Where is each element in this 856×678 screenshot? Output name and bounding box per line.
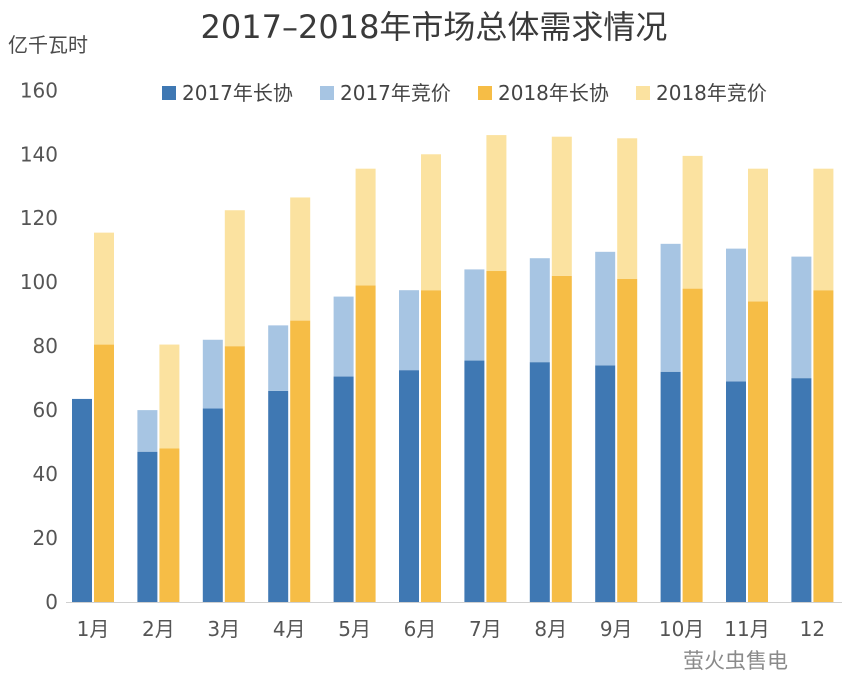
bar-2017年竞价-12 [791,256,812,379]
y-tick-label: 120 [20,206,58,230]
y-tick-label: 140 [20,142,58,166]
x-tick-label: 3月 [207,617,240,641]
bar-2017年竞价-6月 [399,290,419,371]
legend: 2017年长协 2017年竞价 2018年长协 2018年竞价 [162,81,767,105]
bar-2017年长协-1月 [72,398,92,602]
y-tick-label: 40 [33,462,58,486]
bar-2017年长协-9月 [595,365,616,602]
y-axis-ticks: 0 20 40 60 80 100 120 140 160 [20,78,58,614]
bar-2018年长协-6月 [421,290,441,602]
y-tick-label: 160 [20,78,58,102]
bar-2017年长协-8月 [529,362,550,602]
x-axis-ticks: 1月 2月 3月 4月 5月 6月 7月 8月 9月 10月 11月 12 [77,617,825,641]
bar-2018年竞价-4月 [290,197,311,321]
bar-2017年长协-3月 [202,408,223,602]
bar-2018年长协-4月 [290,320,311,602]
bar-2018年竞价-1月 [94,232,114,345]
x-tick-label: 12 [800,617,825,641]
bar-2018年竞价-2月 [159,344,180,449]
bar-2018年竞价-12 [813,168,834,291]
bar-2017年竞价-9月 [595,251,616,366]
x-tick-label: 8月 [534,617,567,641]
bar-2018年长协-11月 [748,301,768,602]
legend-label: 2018年竞价 [656,81,767,105]
x-tick-label: 4月 [273,617,306,641]
bar-2017年长协-4月 [268,390,289,602]
x-tick-label: 5月 [338,617,371,641]
bar-2018年竞价-5月 [355,168,376,286]
x-tick-label: 10月 [659,617,704,641]
bar-2018年长协-1月 [94,344,114,602]
bar-2018年长协-2月 [159,448,180,602]
bar-2017年竞价-4月 [268,325,289,391]
legend-swatch-2017年竞价 [320,86,334,100]
bar-2017年竞价-8月 [529,258,550,363]
legend-label: 2018年长协 [498,81,609,105]
bar-2017年长协-2月 [137,451,158,602]
x-tick-label: 9月 [600,617,633,641]
bar-2017年长协-10月 [660,371,681,602]
bar-2018年长协-10月 [682,288,703,602]
bar-2017年长协-7月 [464,360,485,602]
x-tick-label: 11月 [724,617,769,641]
bar-2018年长协-12 [813,290,834,602]
legend-swatch-2017年长协 [162,86,176,100]
bars [72,135,834,602]
bar-2017年竞价-5月 [333,296,354,377]
bar-2017年长协-6月 [399,370,419,602]
legend-label: 2017年竞价 [340,81,451,105]
bar-2017年长协-11月 [726,381,746,602]
x-tick-label: 1月 [77,617,110,641]
x-tick-label: 7月 [469,617,502,641]
bar-2018年竞价-7月 [486,135,507,272]
bar-2018年竞价-9月 [617,138,638,280]
bar-2018年竞价-10月 [682,155,703,289]
bar-2017年竞价-11月 [726,248,746,382]
bar-2018年竞价-8月 [551,136,572,276]
y-tick-label: 0 [45,590,58,614]
bar-2018年长协-8月 [551,275,572,602]
bar-2017年竞价-2月 [137,410,158,452]
bar-2017年竞价-7月 [464,269,485,361]
y-tick-label: 100 [20,270,58,294]
bar-2018年竞价-3月 [224,210,245,347]
x-tick-label: 2月 [142,617,175,641]
x-tick-label: 6月 [404,617,437,641]
bar-2018年竞价-11月 [748,168,768,302]
bar-2018年竞价-6月 [421,154,441,291]
bar-2018年长协-3月 [224,346,245,602]
y-axis-unit-label: 亿千瓦时 [8,33,88,57]
chart-title: 2017–2018年市场总体需求情况 [201,8,668,46]
bar-2017年竞价-10月 [660,243,681,372]
watermark-text: 萤火虫售电 [683,649,788,673]
bar-2017年竞价-3月 [202,339,223,409]
bar-2018年长协-5月 [355,285,376,602]
bar-2018年长协-7月 [486,271,507,602]
y-tick-label: 80 [33,334,58,358]
bar-2018年长协-9月 [617,279,638,602]
legend-swatch-2018年长协 [478,86,492,100]
y-tick-label: 60 [33,398,58,422]
bar-2017年长协-5月 [333,376,354,602]
legend-swatch-2018年竞价 [636,86,650,100]
legend-label: 2017年长协 [182,81,293,105]
y-tick-label: 20 [33,526,58,550]
bar-2017年长协-12 [791,378,812,602]
